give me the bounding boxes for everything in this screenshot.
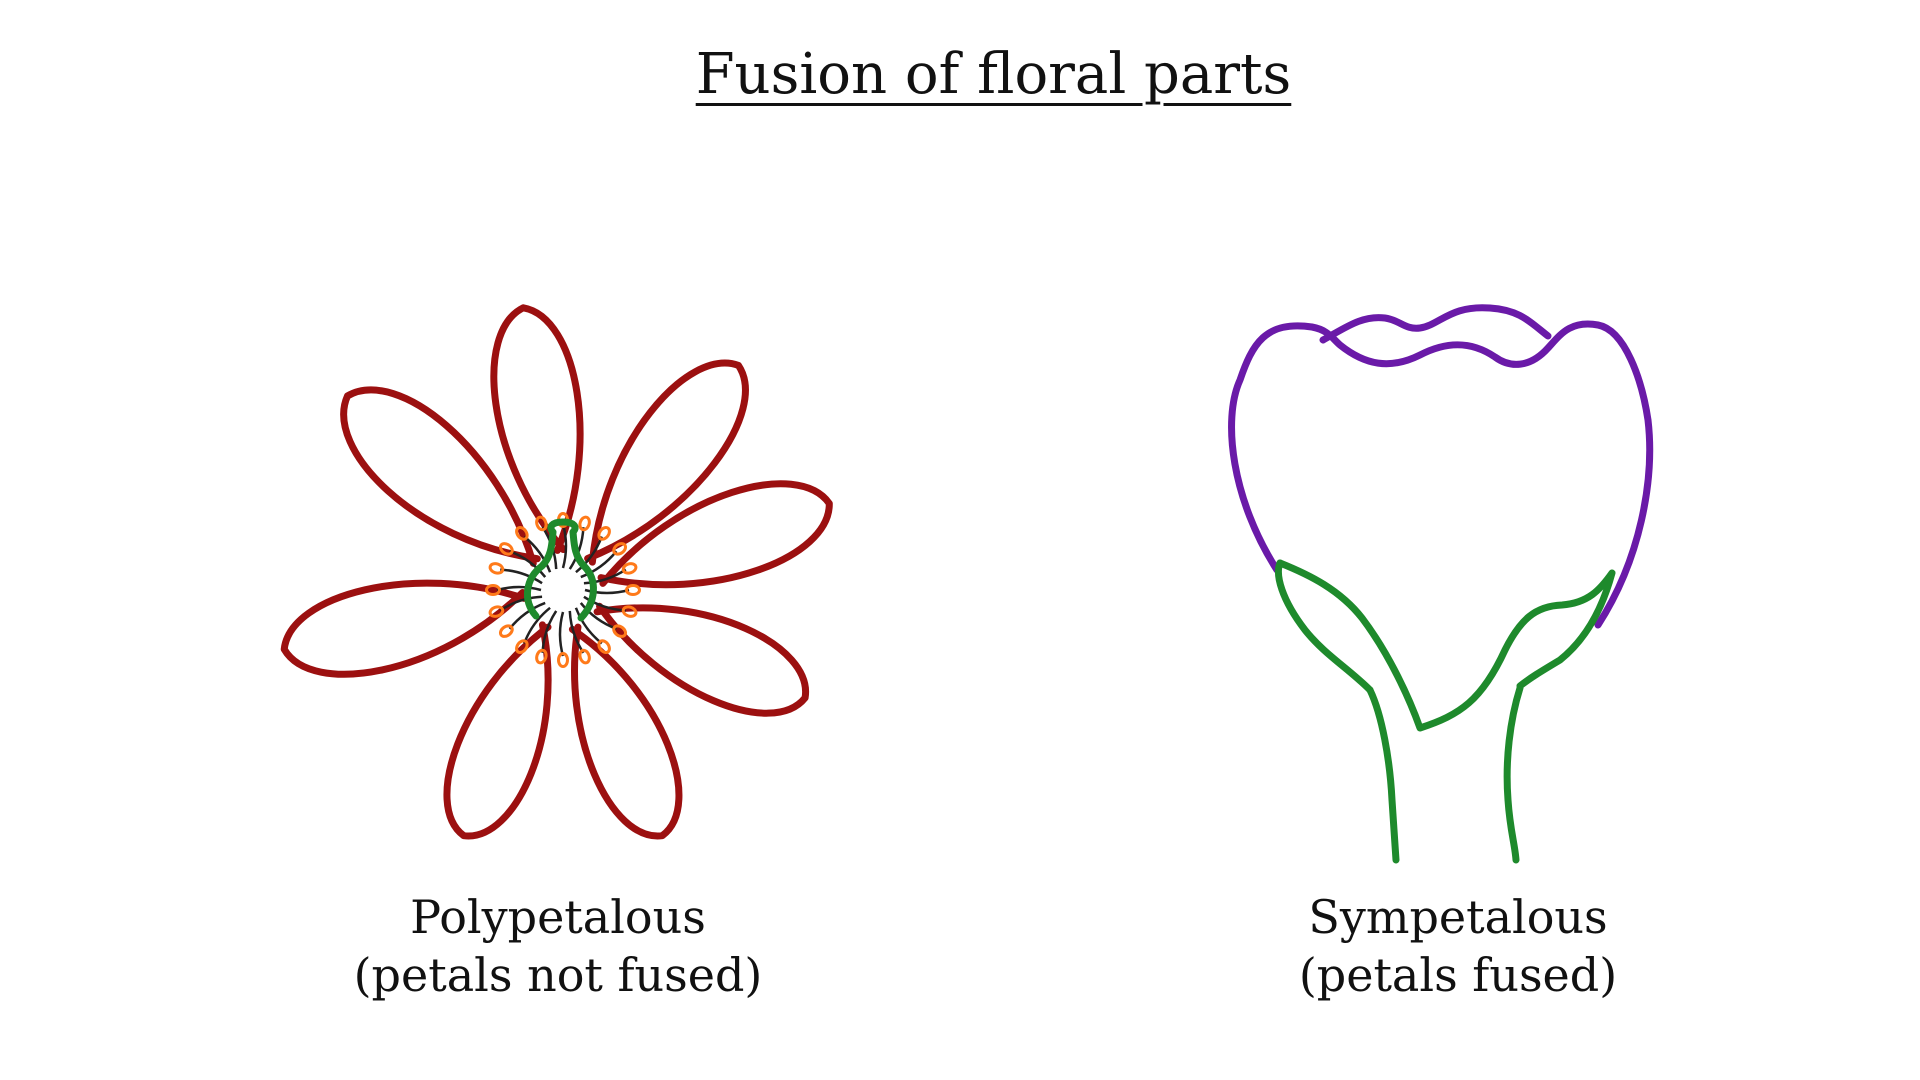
anther [578, 648, 591, 665]
polypetalous-label: Polypetalous [410, 890, 706, 944]
sympetalous-caption: Sympetalous (petals fused) [1158, 888, 1758, 1004]
petal [490, 304, 584, 554]
anther [535, 515, 548, 532]
anther [498, 624, 514, 638]
anther [535, 648, 548, 665]
stem-right [1503, 684, 1524, 864]
page-title: Fusion of floral parts [695, 42, 1292, 107]
petal [568, 623, 683, 840]
calyx [1276, 559, 1616, 732]
petal [593, 602, 809, 717]
anther [488, 605, 505, 618]
anther [621, 562, 638, 575]
polypetalous-caption: Polypetalous (petals not fused) [258, 888, 858, 1004]
petal [280, 579, 528, 678]
polypetalous-sublabel: (petals not fused) [353, 948, 763, 1002]
anther [612, 542, 628, 556]
sympetalous-sublabel: (petals fused) [1298, 948, 1618, 1002]
anther [597, 525, 611, 541]
petal [443, 621, 552, 840]
stamen-filament [558, 611, 565, 657]
anther [488, 562, 505, 575]
sympetalous-flower [1228, 304, 1654, 864]
pistil [524, 518, 597, 622]
corolla-rim [1319, 304, 1552, 344]
calyx-left-lobe [1274, 559, 1374, 694]
anther [485, 584, 501, 596]
stamen-filament [496, 585, 542, 592]
petal [340, 386, 541, 567]
petal [584, 359, 749, 566]
sympetalous-label: Sympetalous [1308, 890, 1608, 944]
petal [597, 480, 833, 589]
anther [515, 639, 529, 655]
anther [621, 605, 638, 618]
anther [625, 584, 641, 596]
anther [515, 525, 529, 541]
anther [612, 624, 628, 638]
fused-corolla [1228, 320, 1654, 629]
stem-left [1366, 686, 1400, 864]
anther [578, 515, 591, 532]
anther [498, 542, 514, 556]
separate-petals [280, 304, 833, 840]
polypetalous-flower [280, 304, 833, 840]
anther [557, 652, 569, 668]
anther [597, 639, 611, 655]
